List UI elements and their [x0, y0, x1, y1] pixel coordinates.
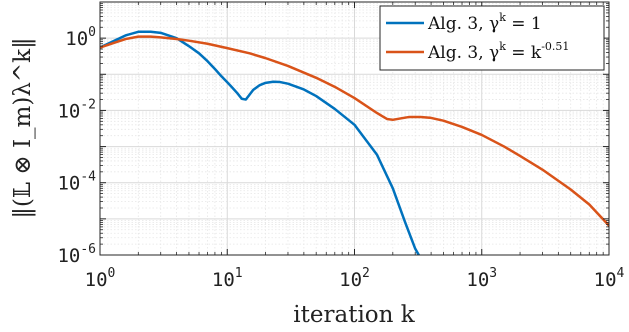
- legend-label-series-1: Alg. 3, γk = 1: [427, 11, 542, 34]
- legend: Alg. 3, γk = 1 Alg. 3, γk = k-0.51: [379, 5, 605, 71]
- series-line-2: [100, 35, 609, 227]
- legend-box: [379, 5, 605, 71]
- y-axis-title: ‖(𝕃 ⊗ I_m)λ^k‖: [10, 37, 36, 218]
- x-tick-label: 104: [594, 266, 625, 291]
- y-tick-label: 10-2: [57, 97, 96, 122]
- x-tick-labels: 100 101 102 103 104: [85, 266, 625, 291]
- y-tick-labels: 100 10-2 10-4 10-6: [57, 25, 96, 267]
- x-tick-label: 101: [212, 266, 243, 291]
- x-axis-title: iteration k: [293, 302, 415, 328]
- legend-label-series-2: Alg. 3, γk = k-0.51: [427, 40, 569, 63]
- y-tick-label: 10-4: [57, 170, 96, 195]
- x-tick-label: 100: [85, 266, 116, 291]
- x-tick-label: 103: [466, 266, 497, 291]
- series-layer: [100, 30, 609, 255]
- series-line-1: [100, 30, 421, 255]
- y-tick-label: 100: [65, 25, 96, 50]
- y-tick-label: 10-6: [57, 242, 96, 267]
- x-tick-label: 102: [339, 266, 370, 291]
